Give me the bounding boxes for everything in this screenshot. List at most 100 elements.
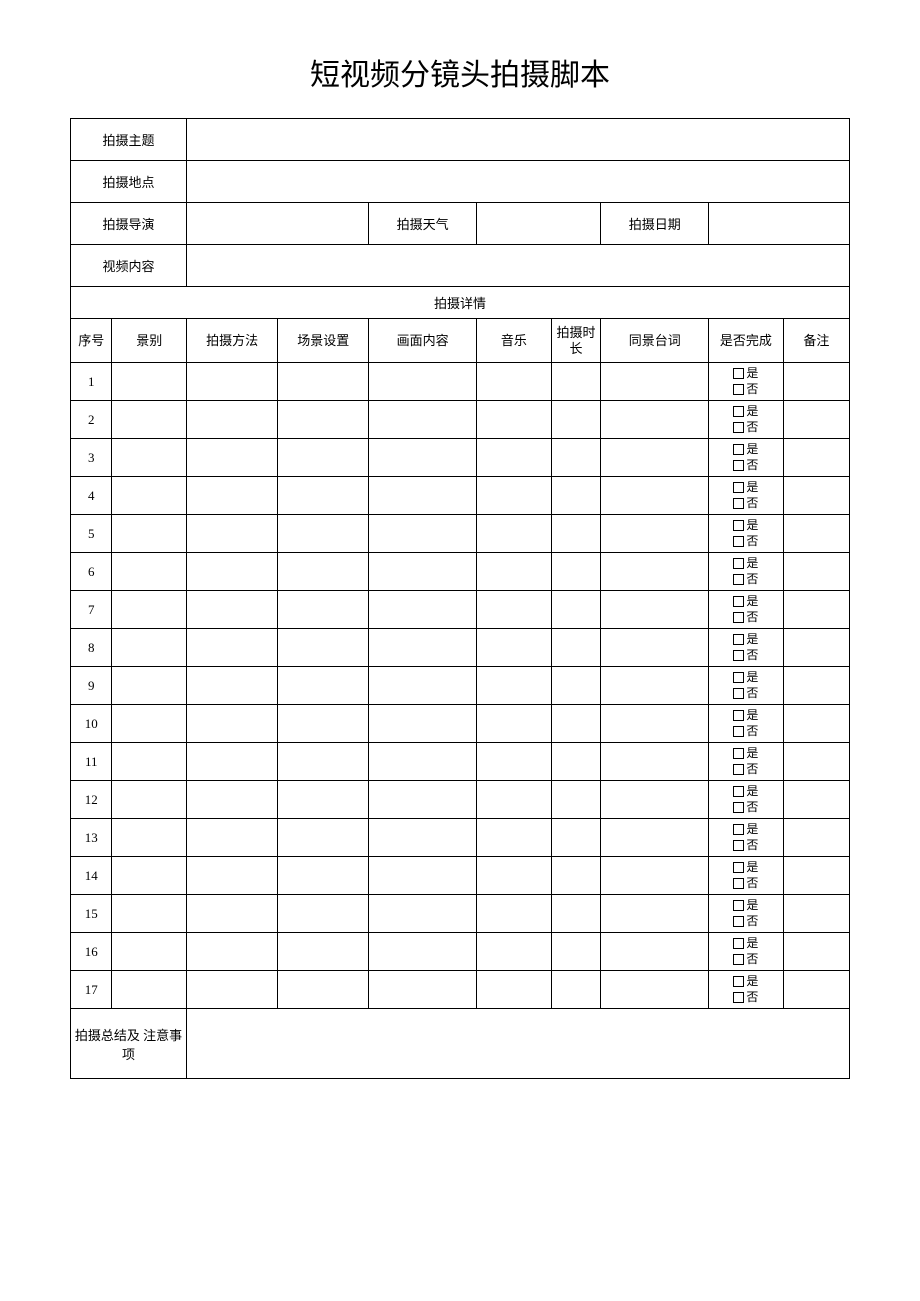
data-cell[interactable] bbox=[112, 705, 187, 743]
data-cell[interactable] bbox=[369, 895, 477, 933]
data-cell[interactable] bbox=[601, 363, 709, 401]
checkbox-yes[interactable] bbox=[733, 824, 744, 835]
data-cell[interactable] bbox=[551, 705, 601, 743]
checkbox-no[interactable] bbox=[733, 840, 744, 851]
data-cell[interactable] bbox=[369, 629, 477, 667]
data-cell[interactable] bbox=[112, 591, 187, 629]
note-cell[interactable] bbox=[783, 781, 849, 819]
data-cell[interactable] bbox=[187, 705, 278, 743]
data-cell[interactable] bbox=[601, 477, 709, 515]
data-cell[interactable] bbox=[278, 667, 369, 705]
data-cell[interactable] bbox=[187, 553, 278, 591]
data-cell[interactable] bbox=[477, 933, 552, 971]
checkbox-yes[interactable] bbox=[733, 862, 744, 873]
data-cell[interactable] bbox=[369, 971, 477, 1009]
data-cell[interactable] bbox=[112, 477, 187, 515]
data-cell[interactable] bbox=[551, 515, 601, 553]
note-cell[interactable] bbox=[783, 667, 849, 705]
note-cell[interactable] bbox=[783, 857, 849, 895]
data-cell[interactable] bbox=[601, 667, 709, 705]
data-cell[interactable] bbox=[278, 857, 369, 895]
data-cell[interactable] bbox=[187, 629, 278, 667]
data-cell[interactable] bbox=[369, 363, 477, 401]
note-cell[interactable] bbox=[783, 401, 849, 439]
data-cell[interactable] bbox=[551, 439, 601, 477]
data-cell[interactable] bbox=[601, 819, 709, 857]
weather-value[interactable] bbox=[477, 203, 601, 245]
data-cell[interactable] bbox=[551, 477, 601, 515]
data-cell[interactable] bbox=[187, 363, 278, 401]
checkbox-no[interactable] bbox=[733, 612, 744, 623]
note-cell[interactable] bbox=[783, 439, 849, 477]
data-cell[interactable] bbox=[369, 515, 477, 553]
checkbox-no[interactable] bbox=[733, 802, 744, 813]
data-cell[interactable] bbox=[278, 363, 369, 401]
data-cell[interactable] bbox=[112, 933, 187, 971]
data-cell[interactable] bbox=[601, 705, 709, 743]
data-cell[interactable] bbox=[187, 591, 278, 629]
data-cell[interactable] bbox=[278, 553, 369, 591]
data-cell[interactable] bbox=[551, 363, 601, 401]
checkbox-no[interactable] bbox=[733, 574, 744, 585]
note-cell[interactable] bbox=[783, 515, 849, 553]
data-cell[interactable] bbox=[551, 667, 601, 705]
data-cell[interactable] bbox=[551, 895, 601, 933]
checkbox-yes[interactable] bbox=[733, 368, 744, 379]
data-cell[interactable] bbox=[369, 705, 477, 743]
checkbox-no[interactable] bbox=[733, 460, 744, 471]
note-cell[interactable] bbox=[783, 477, 849, 515]
date-value[interactable] bbox=[709, 203, 850, 245]
data-cell[interactable] bbox=[601, 553, 709, 591]
data-cell[interactable] bbox=[551, 629, 601, 667]
data-cell[interactable] bbox=[278, 591, 369, 629]
note-cell[interactable] bbox=[783, 553, 849, 591]
data-cell[interactable] bbox=[551, 591, 601, 629]
data-cell[interactable] bbox=[601, 515, 709, 553]
data-cell[interactable] bbox=[112, 439, 187, 477]
data-cell[interactable] bbox=[551, 933, 601, 971]
data-cell[interactable] bbox=[369, 439, 477, 477]
checkbox-yes[interactable] bbox=[733, 710, 744, 721]
data-cell[interactable] bbox=[278, 477, 369, 515]
data-cell[interactable] bbox=[477, 515, 552, 553]
data-cell[interactable] bbox=[112, 895, 187, 933]
data-cell[interactable] bbox=[187, 895, 278, 933]
data-cell[interactable] bbox=[278, 933, 369, 971]
data-cell[interactable] bbox=[112, 743, 187, 781]
data-cell[interactable] bbox=[187, 515, 278, 553]
note-cell[interactable] bbox=[783, 629, 849, 667]
note-cell[interactable] bbox=[783, 705, 849, 743]
checkbox-yes[interactable] bbox=[733, 786, 744, 797]
data-cell[interactable] bbox=[477, 857, 552, 895]
data-cell[interactable] bbox=[187, 971, 278, 1009]
data-cell[interactable] bbox=[477, 667, 552, 705]
data-cell[interactable] bbox=[601, 439, 709, 477]
data-cell[interactable] bbox=[369, 933, 477, 971]
data-cell[interactable] bbox=[112, 629, 187, 667]
data-cell[interactable] bbox=[112, 857, 187, 895]
data-cell[interactable] bbox=[278, 629, 369, 667]
location-value[interactable] bbox=[187, 161, 850, 203]
data-cell[interactable] bbox=[187, 477, 278, 515]
data-cell[interactable] bbox=[551, 553, 601, 591]
data-cell[interactable] bbox=[187, 781, 278, 819]
data-cell[interactable] bbox=[601, 401, 709, 439]
data-cell[interactable] bbox=[369, 857, 477, 895]
data-cell[interactable] bbox=[477, 819, 552, 857]
data-cell[interactable] bbox=[112, 515, 187, 553]
data-cell[interactable] bbox=[112, 667, 187, 705]
data-cell[interactable] bbox=[601, 743, 709, 781]
data-cell[interactable] bbox=[369, 553, 477, 591]
checkbox-yes[interactable] bbox=[733, 976, 744, 987]
data-cell[interactable] bbox=[112, 819, 187, 857]
data-cell[interactable] bbox=[278, 439, 369, 477]
data-cell[interactable] bbox=[112, 401, 187, 439]
checkbox-yes[interactable] bbox=[733, 406, 744, 417]
data-cell[interactable] bbox=[187, 933, 278, 971]
data-cell[interactable] bbox=[601, 857, 709, 895]
data-cell[interactable] bbox=[369, 591, 477, 629]
data-cell[interactable] bbox=[551, 857, 601, 895]
data-cell[interactable] bbox=[551, 743, 601, 781]
checkbox-yes[interactable] bbox=[733, 672, 744, 683]
checkbox-yes[interactable] bbox=[733, 444, 744, 455]
